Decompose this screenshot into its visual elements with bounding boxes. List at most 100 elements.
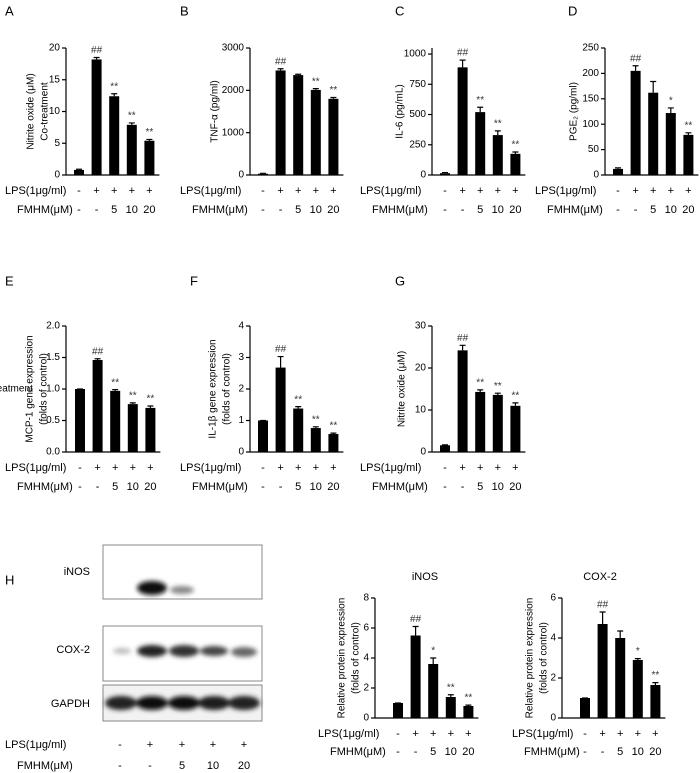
- error-bar: [312, 88, 319, 90]
- y-tick-label: 6: [363, 623, 369, 634]
- treatment-value: -: [396, 728, 400, 740]
- error-bar: [599, 611, 606, 624]
- band: [198, 696, 230, 710]
- treatment-value: +: [111, 185, 117, 197]
- error-bar: [447, 694, 454, 697]
- significance-label: **: [312, 414, 320, 425]
- bar: [457, 350, 468, 452]
- y-tick-label: 0: [363, 713, 369, 724]
- bar: [650, 685, 661, 718]
- treatment-value: 10: [445, 746, 457, 758]
- treatment-value: 10: [632, 746, 644, 758]
- treatment-value: +: [459, 185, 465, 197]
- significance-label: ##: [457, 48, 469, 59]
- error-bar: [147, 405, 154, 408]
- error-bar: [632, 65, 639, 71]
- error-bar: [617, 630, 624, 638]
- treatment-value: +: [130, 462, 136, 474]
- significance-label: **: [494, 381, 502, 392]
- treatment-value: 5: [477, 481, 483, 493]
- treatment-label: LPS(1μg/ml): [360, 185, 421, 197]
- treatment-value: -: [78, 462, 82, 474]
- treatment-label: FMHM(μM): [17, 481, 73, 493]
- treatment-value: 20: [144, 481, 156, 493]
- treatment-value: -: [443, 185, 447, 197]
- bar: [127, 404, 138, 452]
- bar: [258, 173, 268, 175]
- y-tick-label: 0: [420, 170, 426, 181]
- treatment-value: -: [77, 185, 81, 197]
- y-tick-label: 2000: [222, 85, 245, 96]
- y-axis-label: IL-1β gene expression: [208, 339, 219, 438]
- treatment-value: -: [118, 739, 122, 751]
- treatment-value: 5: [617, 746, 623, 758]
- error-bar: [312, 426, 319, 429]
- bar: [310, 428, 321, 452]
- treatment-value: 5: [650, 204, 656, 216]
- panel-label: E: [5, 273, 14, 288]
- treatment-label: LPS(1μg/ml): [5, 739, 66, 751]
- error-bar: [650, 80, 657, 93]
- treatment-label: LPS(1μg/ml): [180, 462, 241, 474]
- treatment-value: +: [430, 728, 436, 740]
- error-bar: [330, 432, 337, 435]
- error-bar: [112, 389, 119, 391]
- band: [168, 696, 200, 710]
- treatment-value: 5: [477, 204, 483, 216]
- treatment-label: FMHM(μM): [17, 760, 73, 772]
- y-tick-label: 10: [49, 106, 61, 117]
- treatment-value: -: [261, 204, 265, 216]
- error-bar: [442, 171, 448, 174]
- treatment-value: -: [443, 481, 447, 493]
- significance-label: **: [330, 85, 338, 96]
- y-axis-label: MCP-1 gene expression: [25, 335, 36, 442]
- bar: [126, 124, 137, 175]
- significance-label: *: [636, 646, 640, 657]
- y-tick-label: 3000: [222, 43, 245, 54]
- significance-label: **: [512, 140, 520, 151]
- treatment-value: +: [685, 185, 691, 197]
- y-tick-label: 2: [363, 683, 369, 694]
- significance-label: ##: [91, 45, 103, 56]
- treatment-value: -: [634, 204, 638, 216]
- y-axis-label: Relative protein expression: [525, 598, 536, 719]
- treatment-value: +: [650, 185, 656, 197]
- bar: [428, 664, 439, 718]
- treatment-value: -: [78, 481, 82, 493]
- y-tick-label: 4: [550, 633, 556, 644]
- y-tick-label: 2: [550, 673, 556, 684]
- treatment-value: +: [295, 185, 301, 197]
- y-tick-label: 200: [582, 68, 599, 79]
- treatment-value: 5: [112, 481, 118, 493]
- y-tick-label: 8: [363, 593, 369, 604]
- panel-label: B: [180, 3, 189, 18]
- y-tick-label: 1.0: [46, 384, 60, 395]
- treatment-value: -: [443, 204, 447, 216]
- treatment-value: 5: [430, 746, 436, 758]
- significance-label: ##: [275, 56, 287, 67]
- y-tick-label: 0: [420, 447, 426, 458]
- bar: [145, 407, 156, 452]
- bar: [74, 169, 84, 175]
- y-axis-label: TNF-α (pg/ml): [210, 80, 221, 142]
- error-bar: [330, 96, 337, 99]
- y-tick-label: 20: [49, 43, 61, 54]
- treatment-value: -: [96, 481, 100, 493]
- bar: [597, 624, 608, 718]
- bar: [293, 75, 304, 175]
- significance-label: **: [685, 120, 693, 131]
- significance-label: **: [494, 118, 502, 129]
- bar: [475, 112, 486, 175]
- treatment-value: 20: [682, 204, 694, 216]
- error-bar: [277, 355, 284, 368]
- western-blot: H iNOS COX-2 GAPDH: [5, 544, 263, 722]
- y-tick-label: 10: [415, 405, 427, 416]
- treatment-value: +: [412, 728, 418, 740]
- significance-label: **: [110, 81, 118, 92]
- significance-label: ##: [457, 333, 469, 344]
- y-axis-label: Nitrite oxide (μM): [397, 351, 408, 427]
- chart-title: iNOS: [412, 571, 438, 583]
- bar: [92, 360, 103, 452]
